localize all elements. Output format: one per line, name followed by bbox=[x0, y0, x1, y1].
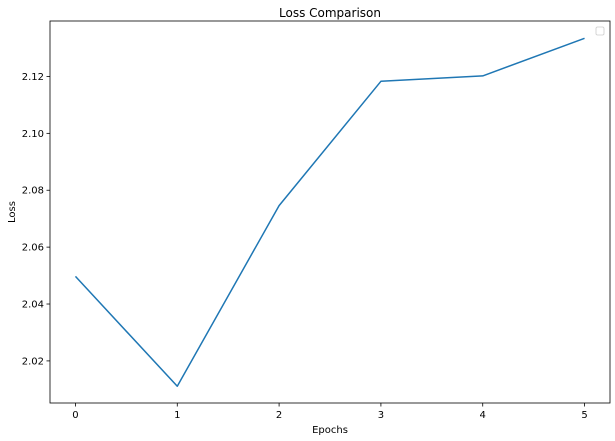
y-axis-label: Loss bbox=[7, 201, 18, 223]
x-tick-label: 1 bbox=[174, 410, 180, 421]
x-tick-label: 3 bbox=[378, 410, 384, 421]
x-tick-label: 4 bbox=[480, 410, 486, 421]
legend-box bbox=[595, 26, 605, 36]
x-tick-label: 2 bbox=[276, 410, 282, 421]
x-tick-label: 0 bbox=[72, 410, 78, 421]
y-tick-label: 2.06 bbox=[22, 243, 44, 254]
x-axis-label: Epochs bbox=[312, 425, 348, 436]
x-tick-label: 5 bbox=[581, 410, 587, 421]
series-line-loss bbox=[74, 37, 585, 387]
y-tick-label: 2.08 bbox=[22, 186, 44, 197]
series-layer bbox=[74, 37, 585, 387]
y-tick-label: 2.04 bbox=[22, 300, 44, 311]
x-axis-ticks: 0 1 2 3 4 5 bbox=[72, 403, 588, 421]
y-axis-ticks: 2.02 2.04 2.06 2.08 2.10 2.12 bbox=[22, 72, 50, 367]
chart-title: Loss Comparison bbox=[279, 6, 381, 20]
y-tick-label: 2.10 bbox=[22, 129, 44, 140]
plot-frame bbox=[49, 20, 611, 404]
y-tick-label: 2.12 bbox=[22, 72, 44, 83]
y-tick-label: 2.02 bbox=[22, 356, 44, 367]
plot-area bbox=[49, 20, 611, 404]
